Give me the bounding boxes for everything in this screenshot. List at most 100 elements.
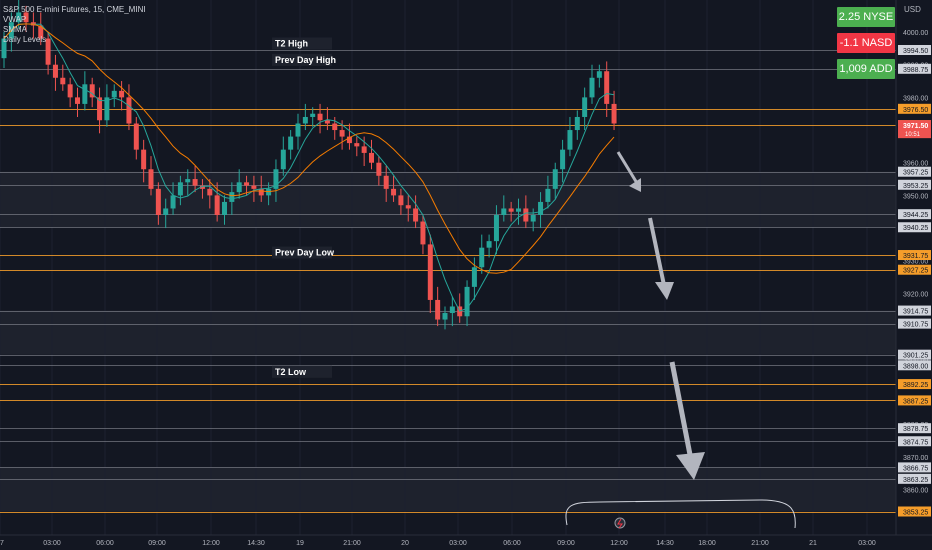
candle-body: [361, 146, 367, 153]
candle-body: [288, 136, 294, 150]
candle-body: [16, 12, 22, 23]
candle-body: [391, 188, 397, 196]
candle-body: [376, 162, 382, 176]
candle-body: [1, 38, 7, 59]
candle-body: [449, 306, 455, 314]
smma-line: [3, 23, 615, 274]
projection-arrows: [565, 151, 796, 529]
price-tag: [898, 379, 931, 390]
candle-body: [346, 136, 352, 144]
candle-body: [258, 188, 264, 196]
price-tag: [898, 506, 931, 517]
x-tick-label: 09:00: [557, 540, 575, 547]
candle-body: [538, 201, 544, 215]
x-axis-ticks: 7 03:00 06:00 09:00 12:00 14:30 19 21:00 20 03:00…: [0, 540, 876, 547]
candle-body: [222, 201, 227, 215]
y-tick-label: 3870.00: [903, 455, 928, 462]
price-tag: [898, 103, 931, 114]
candle-body: [280, 149, 286, 170]
zone-band: [0, 310, 896, 355]
candle-body: [207, 188, 213, 196]
candle-body: [530, 214, 536, 222]
level-label-bg: [272, 37, 332, 50]
price-tag-label: 3887.25: [903, 398, 928, 405]
price-tag: [898, 360, 931, 371]
price-tag-label: 3957.25: [903, 170, 928, 177]
candle-body: [192, 179, 198, 186]
chart-legend: S&P 500 E-mini Futures, 15, CME_MINI VWA…: [3, 5, 146, 45]
indicator-smma[interactable]: SMMA: [3, 25, 27, 34]
y-tick-label: 3930.00: [903, 259, 928, 266]
projection-arrow-2: [648, 217, 667, 291]
price-tag-label: 3910.75: [903, 322, 928, 329]
candle-body: [52, 64, 58, 78]
price-tag: [898, 166, 931, 177]
level-label: Prev Day Low: [275, 248, 335, 258]
candle-body: [339, 130, 345, 137]
symbol-title[interactable]: S&P 500 E-mini Futures, 15, CME_MINI: [3, 5, 146, 14]
candle-body: [119, 90, 125, 98]
y-tick-label: 3860.00: [903, 487, 928, 494]
price-tag: [898, 45, 931, 55]
candle-body: [244, 182, 250, 186]
candle-body: [302, 116, 308, 124]
price-tag: [898, 395, 931, 406]
level-label: T2 High: [275, 38, 308, 48]
candle-body: [324, 120, 330, 124]
x-tick-label: 21: [809, 540, 817, 547]
flash-icon-bolt: [617, 518, 623, 529]
candle-body: [141, 149, 147, 170]
candle-body: [236, 182, 242, 193]
candle-body: [295, 123, 301, 137]
level-label: T2 Low: [275, 367, 307, 377]
x-tick-label: 06:00: [96, 540, 114, 547]
indicator-vwap[interactable]: VWAP: [3, 15, 27, 24]
price-tag: [898, 63, 931, 74]
price-tag-label: 3892.25: [903, 382, 928, 389]
candle-body: [251, 185, 257, 189]
price-tag-label: 3901.25: [903, 353, 928, 360]
candle-body: [501, 208, 507, 215]
level-label-bg: [272, 246, 332, 259]
x-tick-label: 14:30: [656, 540, 674, 547]
x-tick-label: 03:00: [449, 540, 467, 547]
price-tag: [898, 179, 931, 190]
candle-body: [582, 97, 588, 117]
countdown-label: 10:51: [905, 132, 921, 138]
add-breadth-badge: 1,009 ADD: [837, 59, 895, 79]
nyse-breadth-badge: 2.25 NYSE: [837, 7, 895, 27]
price-tag-label: 3853.25: [903, 510, 928, 517]
candle-body: [273, 169, 279, 189]
x-tick-label: 12:00: [202, 540, 220, 547]
projection-arrow-1-head: [629, 178, 641, 192]
nasd-breadth-badge: -1.1 NASD: [837, 33, 895, 53]
candle-body: [126, 97, 132, 124]
candle-body: [413, 208, 419, 222]
candle-body: [82, 84, 88, 104]
candle-body: [611, 103, 617, 124]
projection-arrow-3: [669, 361, 695, 466]
price-tag-label: 3994.50: [903, 48, 928, 55]
candle-body: [45, 38, 51, 65]
time-axis[interactable]: [0, 535, 932, 550]
candle-body: [266, 188, 272, 196]
vwap-line: [3, 23, 615, 312]
indicator-daily-levels[interactable]: Daily Levels: [3, 35, 47, 44]
y-tick-label: 3960.00: [903, 161, 928, 168]
candle-body: [89, 84, 95, 98]
projection-arrow-3-head: [676, 452, 705, 480]
price-axis[interactable]: [896, 0, 932, 550]
projection-arrow-2-head: [655, 282, 674, 300]
x-tick-label: 19: [296, 540, 304, 547]
zone-band: [0, 171, 896, 228]
last-price-label: 3971.50: [903, 123, 928, 130]
candle-body: [38, 25, 44, 39]
y-tick-label: 3920.00: [903, 291, 928, 298]
candle-body: [552, 169, 558, 189]
candle-body: [574, 116, 580, 131]
candle-body: [185, 179, 191, 183]
target-zone-bracket: [565, 499, 796, 529]
candle-body: [486, 241, 492, 248]
price-tag-label: 3898.00: [903, 363, 928, 370]
